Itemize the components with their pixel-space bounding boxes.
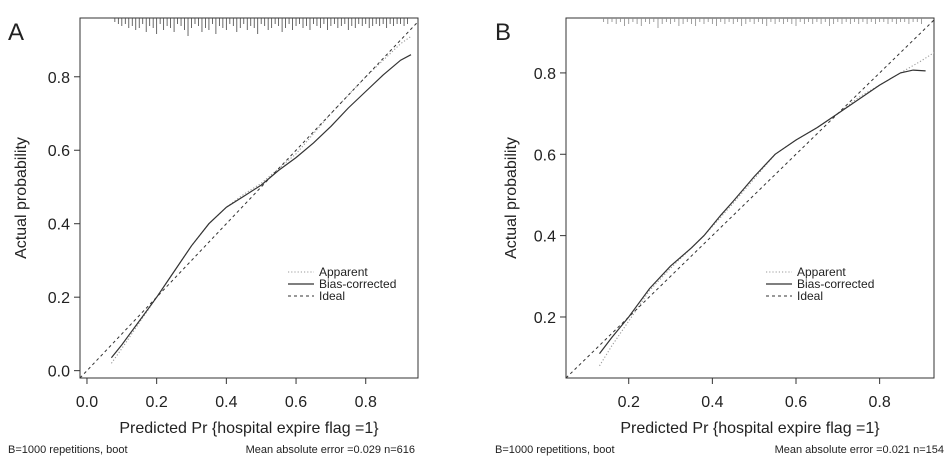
series-line-bias-corrected xyxy=(599,69,926,354)
x-tick-label: 0.8 xyxy=(869,394,891,411)
x-tick-label: 0.8 xyxy=(355,394,377,411)
series-line-ideal xyxy=(566,19,934,378)
x-tick-label: 0.6 xyxy=(785,394,807,411)
y-tick-label: 0.4 xyxy=(48,217,70,234)
x-tick-label: 0.6 xyxy=(285,394,307,411)
legend-label: Apparent xyxy=(319,265,368,279)
x-tick-label: 0.2 xyxy=(146,394,168,411)
y-axis-label: Actual probability xyxy=(13,137,30,259)
y-tick-label: 0.8 xyxy=(534,66,556,83)
x-tick-label: 0.4 xyxy=(215,394,237,411)
y-tick-label: 0.2 xyxy=(534,310,556,327)
x-axis-label: Predicted Pr {hospital expire flag =1} xyxy=(620,420,880,437)
x-tick-label: 0.2 xyxy=(618,394,640,411)
plot-frame xyxy=(565,17,935,379)
footer-mean-error: Mean absolute error =0.021 n=154 xyxy=(775,444,944,456)
series-line-apparent xyxy=(110,35,412,364)
panel-label: B xyxy=(495,19,511,46)
footer-repetitions: B=1000 repetitions, boot xyxy=(8,444,128,456)
footer-repetitions: B=1000 repetitions, boot xyxy=(495,444,615,456)
calibration-panel-b: B 0.2 0.4 0.6 0.8 0.2 0.4 0.6 0.8 Predicted Pr {h… xyxy=(495,17,944,456)
legend-label: Bias-corrected xyxy=(797,277,874,291)
y-axis-label: Actual probability xyxy=(503,137,520,259)
footer-mean-error: Mean absolute error =0.029 n=616 xyxy=(246,444,415,456)
legend-label: Apparent xyxy=(797,265,846,279)
series-line-apparent xyxy=(599,52,934,367)
y-tick-label: 0.6 xyxy=(534,147,556,164)
plot-frame xyxy=(79,17,419,379)
x-tick-label: 0.0 xyxy=(76,394,98,411)
legend-label: Ideal xyxy=(797,289,823,303)
x-tick-label: 0.4 xyxy=(701,394,723,411)
y-tick-label: 0.0 xyxy=(48,364,70,381)
y-tick-label: 0.2 xyxy=(48,290,70,307)
y-tick-label: 0.6 xyxy=(48,143,70,160)
calibration-panel-a: A 0.0 0.2 0.4 0.6 0.8 0.0 0.2 0.4 0.6 0.8 Predicted… xyxy=(8,17,419,456)
legend-label: Ideal xyxy=(319,289,345,303)
legend-label: Bias-corrected xyxy=(319,277,396,291)
x-axis-label: Predicted Pr {hospital expire flag =1} xyxy=(119,420,379,437)
y-tick-label: 0.4 xyxy=(534,229,556,246)
series-line-ideal xyxy=(80,21,418,378)
series-line-bias-corrected xyxy=(110,54,412,359)
y-tick-label: 0.8 xyxy=(48,70,70,87)
panel-label: A xyxy=(8,19,24,46)
